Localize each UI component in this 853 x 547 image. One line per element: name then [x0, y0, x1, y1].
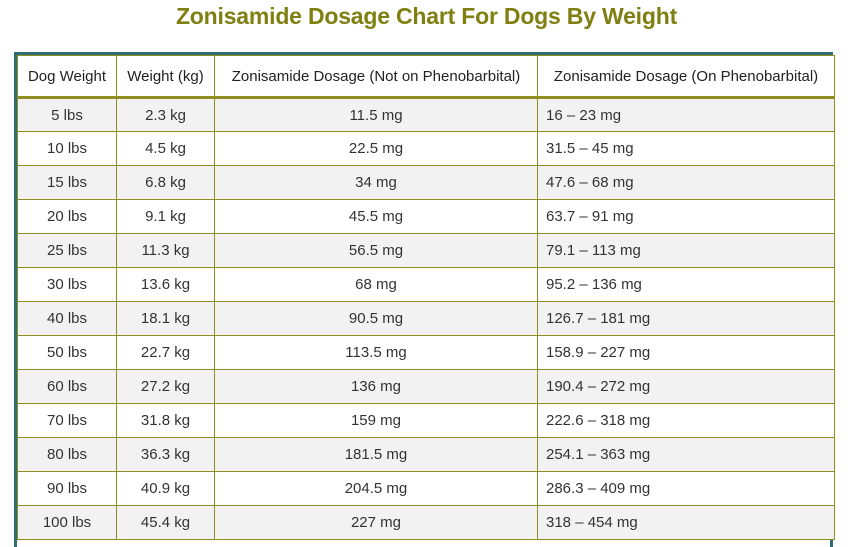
table-row: 90 lbs 40.9 kg 204.5 mg 286.3 – 409 mg — [17, 471, 835, 506]
cell-dosage-on-phenobarbital: 158.9 – 227 mg — [537, 335, 835, 370]
cell-dog-weight: 25 lbs — [17, 233, 117, 268]
cell-dog-weight: 20 lbs — [17, 199, 117, 234]
cell-dog-weight: 80 lbs — [17, 437, 117, 472]
cell-dosage-not-on-phenobarbital: 159 mg — [214, 403, 538, 438]
cell-weight-kg: 13.6 kg — [116, 267, 215, 302]
table-header-row: Dog Weight Weight (kg) Zonisamide Dosage… — [17, 55, 835, 99]
cell-dosage-not-on-phenobarbital: 11.5 mg — [214, 97, 538, 132]
cell-weight-kg: 36.3 kg — [116, 437, 215, 472]
cell-dosage-on-phenobarbital: 16 – 23 mg — [537, 97, 835, 132]
cell-dosage-not-on-phenobarbital: 204.5 mg — [214, 471, 538, 506]
cell-weight-kg: 2.3 kg — [116, 97, 215, 132]
cell-dosage-not-on-phenobarbital: 136 mg — [214, 369, 538, 404]
header-dog-weight: Dog Weight — [17, 55, 117, 99]
cell-dog-weight: 100 lbs — [17, 505, 117, 540]
cell-weight-kg: 45.4 kg — [116, 505, 215, 540]
cell-weight-kg: 4.5 kg — [116, 131, 215, 166]
table-row: 15 lbs 6.8 kg 34 mg 47.6 – 68 mg — [17, 165, 835, 200]
cell-dog-weight: 70 lbs — [17, 403, 117, 438]
cell-weight-kg: 40.9 kg — [116, 471, 215, 506]
table-row: 80 lbs 36.3 kg 181.5 mg 254.1 – 363 mg — [17, 437, 835, 472]
cell-weight-kg: 18.1 kg — [116, 301, 215, 336]
cell-dog-weight: 10 lbs — [17, 131, 117, 166]
cell-weight-kg: 27.2 kg — [116, 369, 215, 404]
cell-dog-weight: 15 lbs — [17, 165, 117, 200]
cell-dog-weight: 90 lbs — [17, 471, 117, 506]
table-row: 25 lbs 11.3 kg 56.5 mg 79.1 – 113 mg — [17, 233, 835, 268]
cell-dog-weight: 50 lbs — [17, 335, 117, 370]
header-weight-kg: Weight (kg) — [116, 55, 215, 99]
cell-dosage-not-on-phenobarbital: 56.5 mg — [214, 233, 538, 268]
cell-dosage-on-phenobarbital: 63.7 – 91 mg — [537, 199, 835, 234]
cell-dosage-on-phenobarbital: 47.6 – 68 mg — [537, 165, 835, 200]
cell-weight-kg: 11.3 kg — [116, 233, 215, 268]
table-row: 40 lbs 18.1 kg 90.5 mg 126.7 – 181 mg — [17, 301, 835, 336]
cell-dosage-on-phenobarbital: 286.3 – 409 mg — [537, 471, 835, 506]
table-row: 70 lbs 31.8 kg 159 mg 222.6 – 318 mg — [17, 403, 835, 438]
table-row: 10 lbs 4.5 kg 22.5 mg 31.5 – 45 mg — [17, 131, 835, 166]
table-row: 60 lbs 27.2 kg 136 mg 190.4 – 272 mg — [17, 369, 835, 404]
table-row: 20 lbs 9.1 kg 45.5 mg 63.7 – 91 mg — [17, 199, 835, 234]
header-dosage-on-phenobarbital: Zonisamide Dosage (On Phenobarbital) — [537, 55, 835, 99]
table-row: 100 lbs 45.4 kg 227 mg 318 – 454 mg — [17, 505, 835, 540]
cell-dosage-on-phenobarbital: 318 – 454 mg — [537, 505, 835, 540]
table-body: 5 lbs 2.3 kg 11.5 mg 16 – 23 mg 10 lbs 4.5 kg… — [17, 97, 835, 540]
cell-dog-weight: 60 lbs — [17, 369, 117, 404]
cell-dosage-not-on-phenobarbital: 113.5 mg — [214, 335, 538, 370]
table-row: 50 lbs 22.7 kg 113.5 mg 158.9 – 227 mg — [17, 335, 835, 370]
header-dosage-not-on-phenobarbital: Zonisamide Dosage (Not on Phenobarbital) — [214, 55, 538, 99]
cell-dosage-not-on-phenobarbital: 22.5 mg — [214, 131, 538, 166]
cell-dosage-on-phenobarbital: 254.1 – 363 mg — [537, 437, 835, 472]
cell-dosage-on-phenobarbital: 222.6 – 318 mg — [537, 403, 835, 438]
cell-weight-kg: 31.8 kg — [116, 403, 215, 438]
dosage-table: Dog Weight Weight (kg) Zonisamide Dosage… — [17, 55, 835, 540]
page-title: Zonisamide Dosage Chart For Dogs By Weig… — [175, 3, 678, 29]
cell-dosage-not-on-phenobarbital: 227 mg — [214, 505, 538, 540]
cell-dosage-not-on-phenobarbital: 181.5 mg — [214, 437, 538, 472]
cell-dog-weight: 40 lbs — [17, 301, 117, 336]
cell-dosage-not-on-phenobarbital: 68 mg — [214, 267, 538, 302]
table-row: 5 lbs 2.3 kg 11.5 mg 16 – 23 mg — [17, 97, 835, 132]
cell-weight-kg: 9.1 kg — [116, 199, 215, 234]
cell-weight-kg: 22.7 kg — [116, 335, 215, 370]
cell-dosage-on-phenobarbital: 31.5 – 45 mg — [537, 131, 835, 166]
cell-dosage-not-on-phenobarbital: 90.5 mg — [214, 301, 538, 336]
cell-dog-weight: 5 lbs — [17, 97, 117, 132]
table-row: 30 lbs 13.6 kg 68 mg 95.2 – 136 mg — [17, 267, 835, 302]
cell-dosage-not-on-phenobarbital: 45.5 mg — [214, 199, 538, 234]
cell-weight-kg: 6.8 kg — [116, 165, 215, 200]
cell-dosage-on-phenobarbital: 95.2 – 136 mg — [537, 267, 835, 302]
cell-dosage-on-phenobarbital: 126.7 – 181 mg — [537, 301, 835, 336]
cell-dosage-on-phenobarbital: 79.1 – 113 mg — [537, 233, 835, 268]
cell-dosage-not-on-phenobarbital: 34 mg — [214, 165, 538, 200]
cell-dog-weight: 30 lbs — [17, 267, 117, 302]
cell-dosage-on-phenobarbital: 190.4 – 272 mg — [537, 369, 835, 404]
